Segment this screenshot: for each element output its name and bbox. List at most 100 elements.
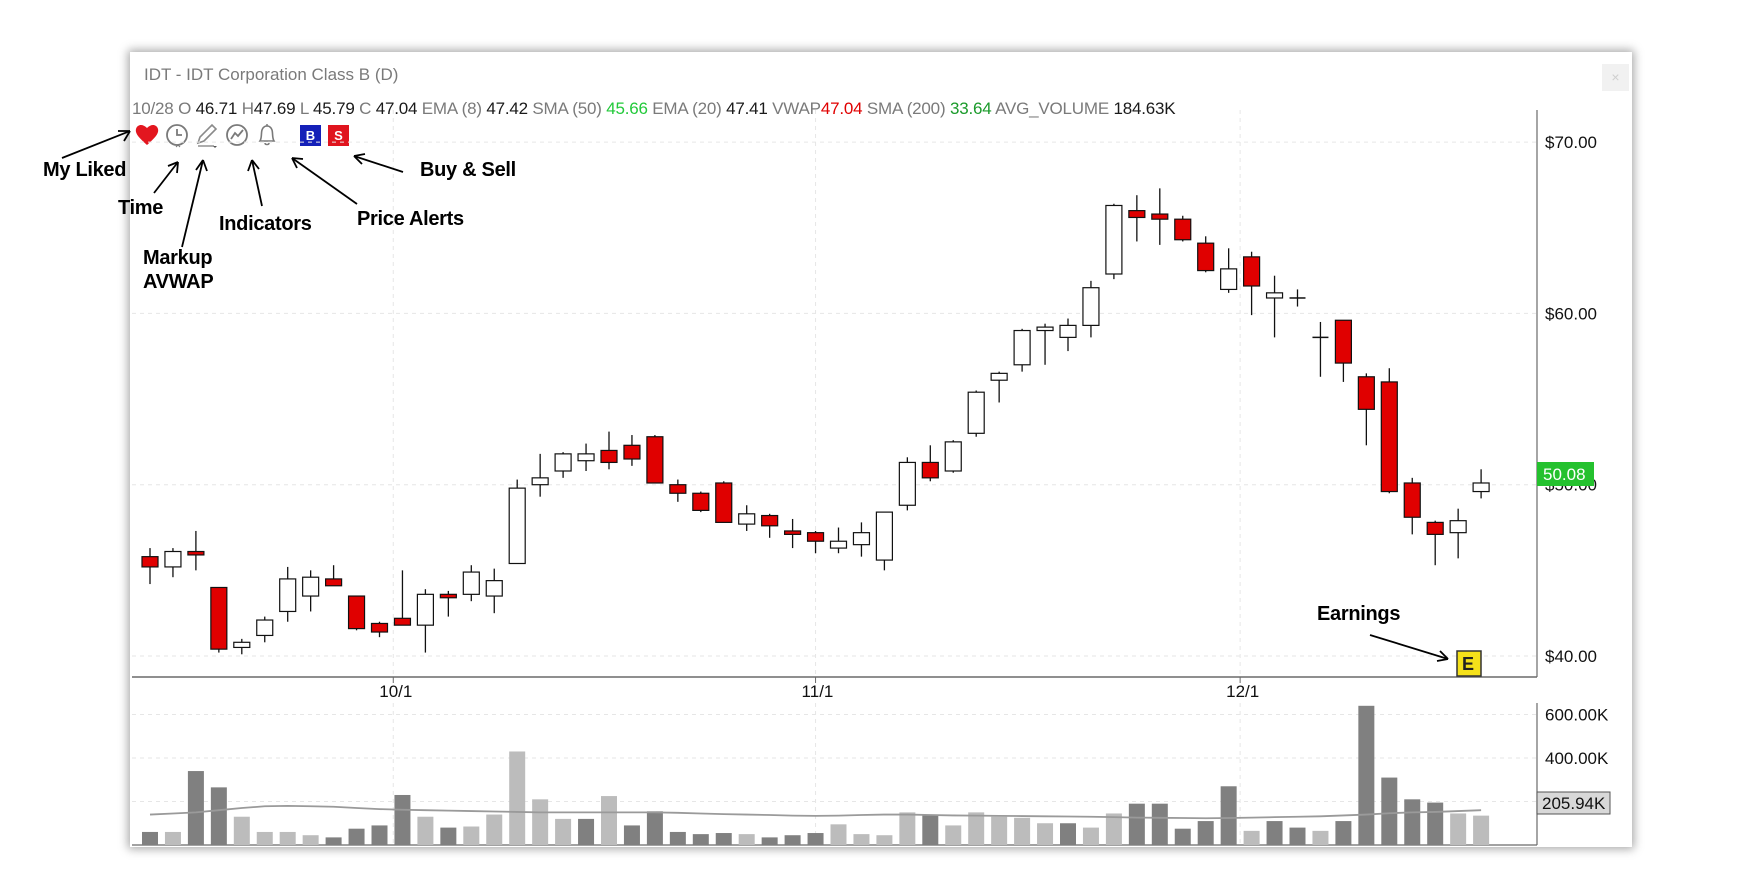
annotation-markup: Markup <box>143 247 213 269</box>
volume-bar <box>968 812 985 845</box>
candle <box>1128 195 1146 242</box>
candle <box>852 522 871 557</box>
pencil-icon[interactable] <box>194 121 220 149</box>
arrowhead-my-liked <box>118 130 131 142</box>
grid-lines <box>132 110 1537 845</box>
candle <box>347 595 366 631</box>
stat-ema8-label: EMA (8) <box>421 99 482 118</box>
candle <box>164 548 182 578</box>
candle <box>669 479 687 502</box>
volume-bar <box>187 771 204 845</box>
volume-bar <box>555 818 572 845</box>
stat-high-label: H <box>241 99 254 118</box>
annotation-my-liked: My Liked <box>43 159 127 181</box>
volume-bar <box>256 831 273 845</box>
candle <box>990 371 1008 403</box>
candle <box>806 530 825 554</box>
candle <box>256 616 274 643</box>
buy-button[interactable]: B <box>300 125 321 146</box>
volume-average-line <box>149 804 1482 820</box>
candlestick-series <box>141 188 1490 655</box>
arrow-my-liked <box>61 130 131 159</box>
chart-title: IDT - IDT Corporation Class B (D) <box>144 65 399 84</box>
candle <box>416 589 434 653</box>
volume-bar <box>738 834 755 845</box>
volume-bar <box>761 837 778 845</box>
close-button[interactable]: × <box>1602 64 1629 91</box>
current-price-label: 50.08 <box>1543 465 1586 484</box>
price-tick-label: $40.00 <box>1545 647 1597 666</box>
date-tick-label: 12/1 <box>1226 682 1259 701</box>
earnings-marker-label: E <box>1462 654 1474 674</box>
volume-bar <box>164 831 181 845</box>
volume-bar <box>1266 821 1283 845</box>
candle <box>141 548 159 585</box>
volume-bar <box>601 796 617 845</box>
volume-bar <box>142 831 158 845</box>
volume-bar <box>532 799 549 845</box>
arrowhead-markup <box>195 159 208 172</box>
volume-bar <box>1197 821 1214 845</box>
volume-bar <box>1450 813 1467 845</box>
arrowhead-earnings <box>1436 650 1449 662</box>
volume-bar <box>302 835 319 845</box>
volume-bar <box>486 814 503 845</box>
candle <box>508 479 526 565</box>
candle <box>1059 318 1077 352</box>
volume-bar <box>440 827 457 845</box>
candle <box>1197 236 1215 273</box>
candle <box>1449 508 1467 559</box>
indicators-icon[interactable] <box>224 121 250 149</box>
stat-ema8-value: 47.42 <box>486 99 528 118</box>
volume-bar <box>830 824 847 845</box>
candle <box>875 511 894 571</box>
volume-bar <box>623 825 640 845</box>
candle <box>1472 469 1490 499</box>
price-tick-label: $70.00 <box>1545 133 1597 152</box>
candle <box>393 570 412 626</box>
volume-bar <box>945 825 962 845</box>
arrow-earnings <box>1369 634 1449 660</box>
candle <box>1013 328 1031 372</box>
volume-bar <box>1381 777 1398 845</box>
candle <box>1357 373 1375 446</box>
annotation-time: Time <box>118 197 164 219</box>
annotation-earnings: Earnings <box>1317 603 1401 625</box>
candle <box>325 565 343 587</box>
candle <box>1105 203 1123 280</box>
ohlc-stats-bar: 10/28 O 46.71 H47.69 L 45.79 C 47.04 EMA… <box>132 99 1176 119</box>
volume-bar <box>509 751 526 845</box>
volume-bar <box>1404 799 1421 845</box>
volume-bar <box>233 816 250 845</box>
clock-icon[interactable] <box>164 121 190 149</box>
candle <box>1265 275 1284 338</box>
volume-bar <box>646 811 663 845</box>
candle <box>1151 188 1169 245</box>
candle <box>1312 321 1329 377</box>
candle <box>623 435 641 466</box>
volume-bar <box>578 818 595 845</box>
sell-button[interactable]: S <box>328 125 349 146</box>
volume-bar <box>899 812 916 845</box>
volume-bar <box>876 835 893 845</box>
candle <box>692 491 710 513</box>
candle <box>1220 248 1238 293</box>
heart-icon[interactable] <box>134 121 160 149</box>
stat-open-label: O <box>178 99 192 118</box>
x-tick-labels: 10/1 11/1 12/1 <box>379 677 1259 701</box>
candle <box>1380 368 1398 494</box>
candle <box>1334 319 1353 382</box>
annotation-buy-sell: Buy & Sell <box>420 159 516 181</box>
current-volume-tag <box>1536 791 1611 815</box>
candle <box>577 443 595 471</box>
volume-bar <box>325 837 342 845</box>
candle <box>1036 323 1054 365</box>
bell-icon[interactable] <box>254 121 280 149</box>
volume-bar <box>715 833 732 845</box>
volume-tick-label: 400.00K <box>1545 749 1609 768</box>
volume-bar <box>1427 802 1444 845</box>
volume-bar <box>1128 803 1145 845</box>
volume-bar <box>1312 830 1329 845</box>
earnings-marker[interactable] <box>1456 650 1482 677</box>
stat-low-label: L <box>299 99 309 118</box>
